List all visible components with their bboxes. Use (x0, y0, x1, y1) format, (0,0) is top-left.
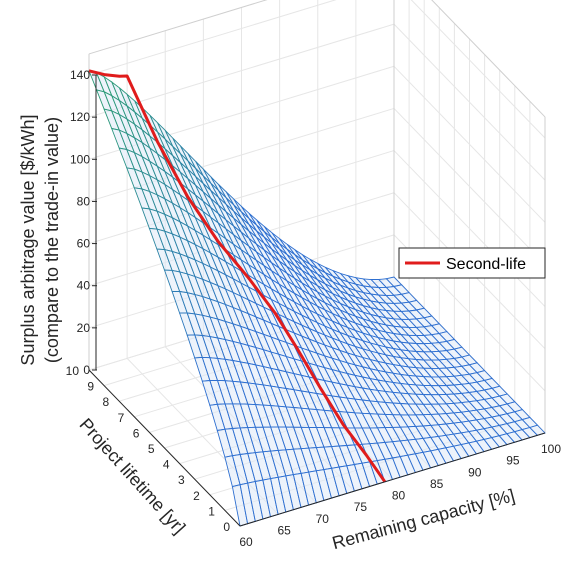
x-tick-label: 80 (392, 489, 406, 503)
axis-frame (431, 0, 546, 118)
y-tick-label: 8 (103, 395, 110, 409)
y-tick-label: 9 (87, 380, 94, 394)
z-axis-label-line2: (compare to the trade-in value) (42, 117, 62, 363)
x-tick-label: 90 (468, 465, 482, 479)
y-tick-label: 3 (178, 473, 185, 487)
x-tick-label: 85 (430, 477, 444, 491)
x-tick-label: 100 (541, 442, 561, 456)
z-tick-label: 20 (77, 321, 91, 335)
surface-mesh (88, 70, 546, 527)
y-tick-label: 5 (148, 442, 155, 456)
z-axis-label: Surplus arbitrage value [$/kWh] (18, 114, 38, 365)
grid-line (88, 0, 337, 76)
x-axis-label: Remaining capacity [%] (330, 485, 517, 553)
z-tick-label: 120 (70, 110, 90, 124)
series-line-second-life (88, 69, 387, 483)
y-tick-label: 7 (118, 411, 125, 425)
grid-line (393, 65, 546, 223)
grid-line (393, 23, 546, 181)
y-axis-line (88, 369, 241, 527)
grid-line (393, 150, 546, 307)
y-tick-label: 0 (223, 520, 230, 534)
x-tick-label: 60 (239, 535, 253, 549)
y-tick-label: 10 (66, 364, 80, 378)
legend: Second-life (398, 247, 546, 279)
z-tick-label: 40 (77, 279, 91, 293)
y-tick-label: 1 (208, 504, 215, 518)
x-tick-label: 65 (277, 523, 291, 537)
grid-line (393, 108, 546, 265)
second-life-line (88, 69, 387, 483)
y-tick-label: 6 (133, 426, 140, 440)
z-tick-label: 100 (70, 152, 90, 166)
y-tick-label: 4 (163, 458, 170, 472)
y-tick-label: 2 (193, 489, 200, 503)
z-tick-label: 0 (83, 363, 90, 377)
z-tick-label: 140 (70, 68, 90, 82)
x-tick-label: 70 (316, 512, 330, 526)
x-tick-label: 75 (354, 500, 368, 514)
grid-line (410, 0, 546, 139)
x-axis-line (239, 432, 546, 527)
z-tick-label: 60 (77, 237, 91, 251)
x-tick-label: 95 (506, 454, 520, 468)
grid-line (88, 150, 395, 245)
z-tick-label: 80 (77, 194, 91, 208)
legend-label-second-life: Second-life (446, 256, 526, 273)
axis-frame (88, 0, 268, 55)
